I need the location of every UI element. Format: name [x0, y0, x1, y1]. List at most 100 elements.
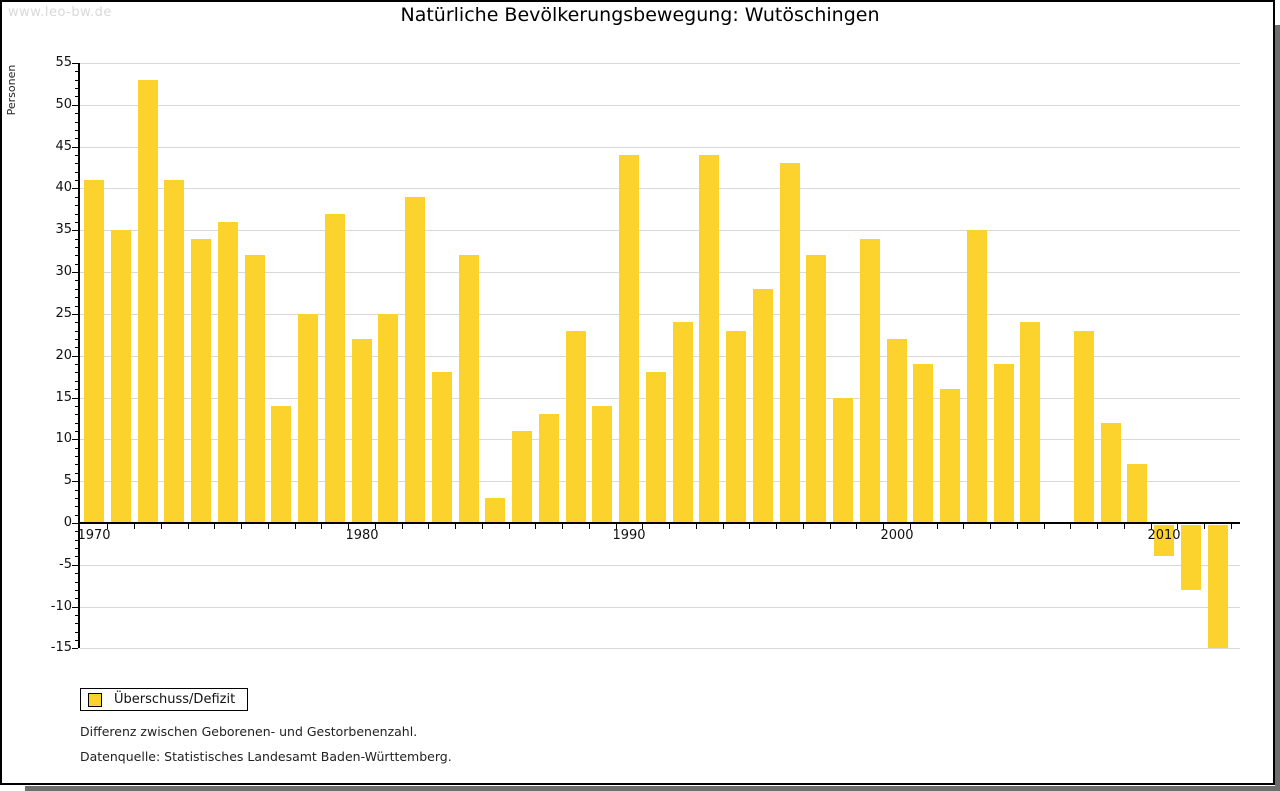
bar-1993: [699, 155, 719, 523]
y-minor-tick: [75, 640, 78, 641]
y-minor-tick: [75, 96, 78, 97]
y-minor-tick: [75, 347, 78, 348]
x-minor-tick: [669, 524, 670, 529]
y-axis-tick-label: 45: [55, 139, 72, 154]
bar-1979: [325, 214, 345, 523]
y-minor-tick: [75, 531, 78, 532]
bar-1990: [619, 155, 639, 523]
y-minor-tick: [75, 556, 78, 557]
y-minor-tick: [75, 122, 78, 123]
bar-2011: [1181, 525, 1201, 590]
x-minor-tick: [803, 524, 804, 529]
y-minor-tick: [75, 590, 78, 591]
y-minor-tick: [75, 448, 78, 449]
bar-2005: [1020, 322, 1040, 523]
x-minor-tick: [509, 524, 510, 529]
bar-2007: [1074, 331, 1094, 523]
bar-1972: [138, 80, 158, 523]
gridline: [80, 272, 1240, 273]
x-minor-tick: [134, 524, 135, 529]
gridline: [80, 314, 1240, 315]
x-minor-tick: [749, 524, 750, 529]
bar-1976: [245, 255, 265, 523]
y-axis-tick-label: 50: [55, 97, 72, 112]
y-axis-tick-label: -15: [50, 640, 72, 655]
y-minor-tick: [75, 431, 78, 432]
x-minor-tick: [428, 524, 429, 529]
x-minor-tick: [990, 524, 991, 529]
y-major-tick: [72, 147, 78, 148]
y-minor-tick: [75, 632, 78, 633]
x-minor-tick: [616, 524, 617, 529]
bar-1996: [780, 163, 800, 523]
bar-2002: [940, 389, 960, 523]
legend: Überschuss/Defizit: [80, 688, 248, 711]
x-axis-tick-label: 2000: [880, 528, 914, 543]
footnote-definition: Differenz zwischen Geborenen- und Gestor…: [80, 724, 418, 739]
y-minor-tick: [75, 389, 78, 390]
y-minor-tick: [75, 339, 78, 340]
bar-1999: [860, 239, 880, 523]
y-minor-tick: [75, 138, 78, 139]
y-minor-tick: [75, 372, 78, 373]
bar-1987: [539, 414, 559, 523]
bar-1978: [298, 314, 318, 523]
x-axis-baseline: [78, 522, 1240, 524]
y-minor-tick: [75, 197, 78, 198]
x-minor-tick: [963, 524, 964, 529]
y-minor-tick: [75, 598, 78, 599]
y-minor-tick: [75, 297, 78, 298]
x-minor-tick: [1070, 524, 1071, 529]
y-minor-tick: [75, 80, 78, 81]
y-minor-tick: [75, 490, 78, 491]
bar-1974: [191, 239, 211, 523]
y-minor-tick: [75, 456, 78, 457]
window-shadow-right: [1275, 25, 1280, 791]
x-minor-tick: [856, 524, 857, 529]
bar-1970: [84, 180, 104, 523]
bar-2000: [887, 339, 907, 523]
x-minor-tick: [830, 524, 831, 529]
window-shadow-bottom: [25, 786, 1280, 791]
x-minor-tick: [723, 524, 724, 529]
y-minor-tick: [75, 163, 78, 164]
x-minor-tick: [1231, 524, 1232, 529]
y-major-tick: [72, 63, 78, 64]
bar-1973: [164, 180, 184, 523]
x-minor-tick: [295, 524, 296, 529]
bar-1989: [592, 406, 612, 523]
x-minor-tick: [589, 524, 590, 529]
x-minor-tick: [375, 524, 376, 529]
y-minor-tick: [75, 623, 78, 624]
y-minor-tick: [75, 222, 78, 223]
y-major-tick: [72, 565, 78, 566]
x-minor-tick: [1017, 524, 1018, 529]
x-minor-tick: [696, 524, 697, 529]
y-axis-tick-label: 10: [55, 431, 72, 446]
bar-1984: [459, 255, 479, 523]
y-minor-tick: [75, 280, 78, 281]
y-major-tick: [72, 398, 78, 399]
bar-2003: [967, 230, 987, 523]
x-minor-tick: [455, 524, 456, 529]
y-minor-tick: [75, 582, 78, 583]
y-major-tick: [72, 105, 78, 106]
x-axis-tick-label: 1990: [612, 528, 646, 543]
x-minor-tick: [241, 524, 242, 529]
y-major-tick: [72, 523, 78, 524]
y-major-tick: [72, 607, 78, 608]
legend-color-swatch-icon: [88, 692, 102, 707]
x-minor-tick: [1177, 524, 1178, 529]
y-minor-tick: [75, 473, 78, 474]
x-axis-tick-label: 1970: [77, 528, 111, 543]
x-minor-tick: [1204, 524, 1205, 529]
footnote-source: Datenquelle: Statistisches Landesamt Bad…: [80, 749, 452, 764]
x-minor-tick: [910, 524, 911, 529]
bar-1985: [485, 498, 505, 523]
y-minor-tick: [75, 506, 78, 507]
y-major-tick: [72, 188, 78, 189]
x-minor-tick: [562, 524, 563, 529]
y-minor-tick: [75, 573, 78, 574]
y-minor-tick: [75, 364, 78, 365]
